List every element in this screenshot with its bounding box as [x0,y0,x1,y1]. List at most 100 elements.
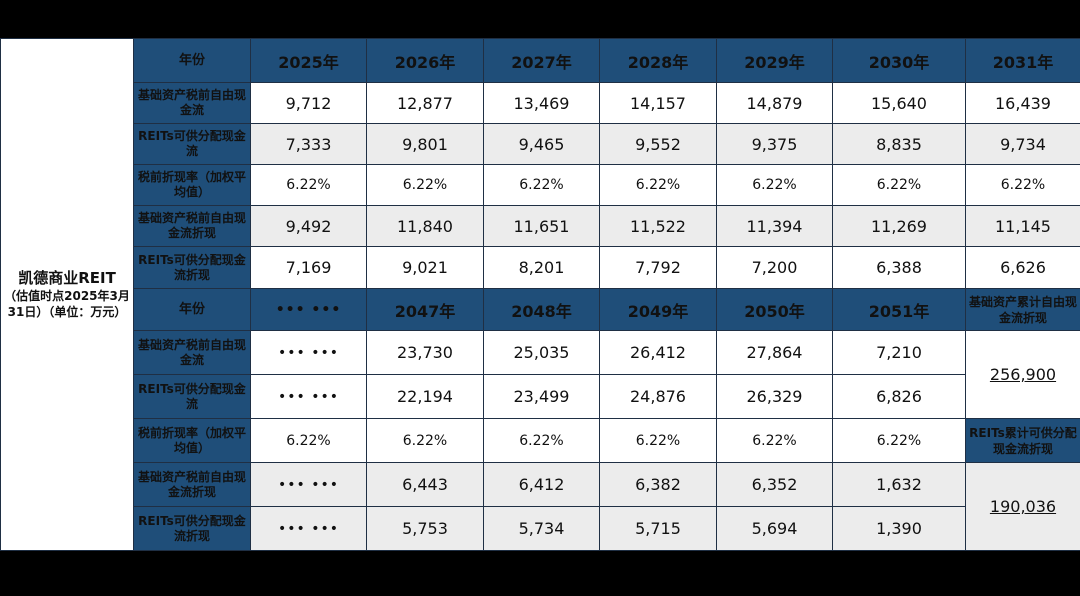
total-fcf-label: 基础资产累计自由现金流折现 [965,288,1080,331]
row-label-year: 年份 [133,38,251,83]
cell: 11,522 [599,205,717,247]
cell: ••• ••• [250,330,367,375]
cell: 6.22% [366,164,484,206]
cell: ••• ••• [250,462,367,507]
row-label-fcf-pv: 基础资产税前自由现金流折现 [133,462,251,507]
cell: 11,840 [366,205,484,247]
cell: 13,469 [483,82,600,124]
top-year-row: 凯德商业REIT （估值时点2025年3月31日）（单位：万元） 年份 2025… [0,38,1080,551]
row-label-fcf: 基础资产税前自由现金流 [133,82,251,124]
top-fcf-pv-row: 基础资产税前自由现金流折现 9,492 11,840 11,651 11,522… [1,205,1080,247]
cell: 6.22% [965,164,1080,206]
cell: 9,375 [716,123,833,165]
cell: 5,753 [366,506,484,551]
cell: 9,552 [599,123,717,165]
year-header: 2047年 [366,288,484,331]
total-dist-label: REITs累计可供分配现金流折现 [965,418,1080,463]
cell: 14,157 [599,82,717,124]
top-dist-pv-row: REITs可供分配现金流折现 7,169 9,021 8,201 7,792 7… [1,246,1080,289]
year-header: 2031年 [965,38,1080,83]
year-header: 2030年 [832,38,966,83]
cell: 6.22% [483,418,600,463]
year-header: 2027年 [483,38,600,83]
cell: 6,352 [716,462,833,507]
year-header: 2050年 [716,288,833,331]
cell: 6,626 [965,246,1080,289]
entity-title-cell: 凯德商业REIT （估值时点2025年3月31日）（单位：万元） [0,38,134,551]
cell: 11,269 [832,205,966,247]
bottom-fcf-row: 基础资产税前自由现金流 ••• ••• 23,730 25,035 26,412… [1,330,1080,419]
cell: 6,826 [832,374,966,419]
year-header: 2026年 [366,38,484,83]
cell: 5,715 [599,506,717,551]
cell: 1,632 [832,462,966,507]
cell: 9,734 [965,123,1080,165]
cell: 15,640 [832,82,966,124]
cell: 23,499 [483,374,600,419]
cell: 24,876 [599,374,717,419]
cell: 22,194 [366,374,484,419]
bottom-fcf-pv-row: 基础资产税前自由现金流折现 ••• ••• 6,443 6,412 6,382 … [1,462,1080,551]
entity-note: （估值时点2025年3月31日）（单位：万元） [4,288,130,319]
year-header: 2025年 [250,38,367,83]
year-header: 2028年 [599,38,717,83]
cell: 9,712 [250,82,367,124]
year-header: 2051年 [832,288,966,331]
cell: 16,439 [965,82,1080,124]
cell: 9,465 [483,123,600,165]
cell: 27,864 [716,330,833,375]
cell: 6.22% [599,418,717,463]
year-header: 2049年 [599,288,717,331]
top-dist-row: REITs可供分配现金流 7,333 9,801 9,465 9,552 9,3… [1,123,1080,165]
cell: 23,730 [366,330,484,375]
cell: 6.22% [250,418,367,463]
cell: 26,412 [599,330,717,375]
row-label-year: 年份 [133,288,251,331]
top-fcf-row: 基础资产税前自由现金流 9,712 12,877 13,469 14,157 1… [1,82,1080,124]
year-header: 2048年 [483,288,600,331]
total-fcf-value: 256,900 [965,330,1080,419]
cell: 6.22% [716,418,833,463]
top-rate-row: 税前折现率（加权平均值） 6.22% 6.22% 6.22% 6.22% 6.2… [1,164,1080,206]
cell: 6.22% [250,164,367,206]
year-header: 2029年 [716,38,833,83]
cell: ••• ••• [250,506,367,551]
cell: 6.22% [483,164,600,206]
cell: ••• ••• [250,374,367,419]
cell: 7,200 [716,246,833,289]
row-label-dist: REITs可供分配现金流 [133,123,251,165]
cell: 9,021 [366,246,484,289]
cell: 6.22% [832,164,966,206]
row-label-dist-pv: REITs可供分配现金流折现 [133,506,251,551]
cell: 8,201 [483,246,600,289]
row-label-dist-pv: REITs可供分配现金流折现 [133,246,251,289]
cell: 9,492 [250,205,367,247]
year-header: ••• ••• [250,288,367,331]
cell: 5,694 [716,506,833,551]
cell: 6.22% [366,418,484,463]
cell: 6,382 [599,462,717,507]
cell: 9,801 [366,123,484,165]
cell: 1,390 [832,506,966,551]
cash-flow-table: 凯德商业REIT （估值时点2025年3月31日）（单位：万元） 年份 2025… [0,38,1080,551]
cell: 7,210 [832,330,966,375]
cell: 6.22% [832,418,966,463]
cell: 26,329 [716,374,833,419]
cell: 8,835 [832,123,966,165]
entity-name: 凯德商业REIT [18,268,116,287]
total-dist-value: 190,036 [965,462,1080,551]
cell: 11,651 [483,205,600,247]
cell: 7,333 [250,123,367,165]
row-label-rate: 税前折现率（加权平均值） [133,164,251,206]
cell: 25,035 [483,330,600,375]
bottom-dist-row: REITs可供分配现金流 ••• ••• 22,194 23,499 24,87… [1,374,1080,419]
cell: 11,394 [716,205,833,247]
cell: 11,145 [965,205,1080,247]
cell: 12,877 [366,82,484,124]
cell: 6,443 [366,462,484,507]
row-label-fcf-pv: 基础资产税前自由现金流折现 [133,205,251,247]
row-label-fcf: 基础资产税前自由现金流 [133,330,251,375]
cell: 6.22% [599,164,717,206]
cell: 14,879 [716,82,833,124]
cell: 5,734 [483,506,600,551]
